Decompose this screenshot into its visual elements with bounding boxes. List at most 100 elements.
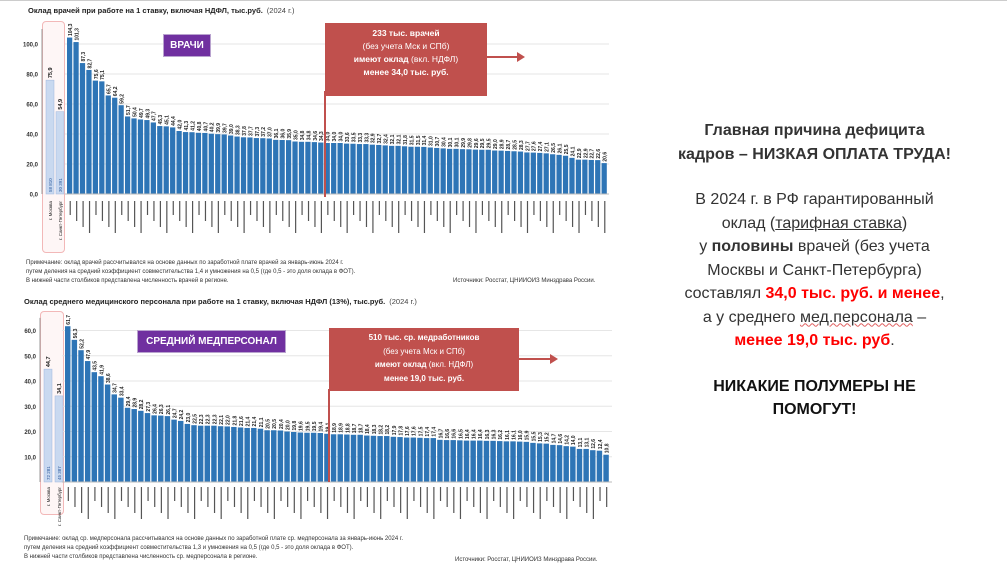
summary-conclusion: ПОМОГУТ! [772,401,857,418]
bar-value-label: 34,6 [313,131,319,141]
bar-value-label: 29,8 [467,138,473,148]
region-bar [111,394,117,482]
capital-bar [43,368,53,483]
bar-value-label: 32,9 [371,133,377,143]
region-bar [543,153,549,194]
bar-value-label: 28,7 [506,139,512,149]
region-bar [350,143,356,194]
note-line: В нижней части столбиков представлена чи… [26,278,229,284]
note-line: путем деления на средний коэффициент сов… [24,545,354,551]
region-bar [350,434,357,482]
region-bar [370,435,377,482]
bar-value-label: 28,3 [519,140,525,150]
bar-value-label: 20,0 [285,420,291,430]
bar-value-label: 42,0 [178,120,184,130]
bar-value-label: 45,3 [158,115,164,125]
region-bar [504,150,511,194]
summary-line: а у среднего мед.персонала – [632,306,997,330]
bar-value-label: 18,9 [339,423,345,433]
region-bar [264,430,270,482]
bar-value-label: 87,3 [81,52,87,62]
bar-value-label: 20,5 [266,419,272,429]
region-bar [91,372,98,482]
bar-value-label: 18,4 [365,424,371,434]
region-bar [384,436,390,482]
region-bar [583,448,589,482]
text: у [699,238,712,255]
bar-value-label: 13,1 [585,437,591,447]
region-bar [376,144,382,194]
bar-value-label: 31,0 [429,136,435,146]
bar-value-label: 22,3 [199,414,205,424]
region-bar [536,443,543,482]
y-tick-label: 60,0 [24,329,36,335]
doctors-chart-year: (2024 г.) [266,6,295,15]
bar-value-label: 28,5 [512,140,518,150]
note-line: Примечание: оклад врачей рассчитывался н… [26,260,344,266]
region-bar [563,446,569,482]
region-bar [570,446,576,482]
region-bar [290,432,297,482]
bar-value-label: 20,6 [603,152,609,162]
bar-value-label: 22,3 [206,414,212,424]
region-bar [550,154,556,194]
y-tick-label: 40,0 [24,380,36,386]
region-bar [257,428,264,482]
text: – [912,308,927,326]
region-bar [311,142,317,194]
region-bar [401,146,408,194]
region-bar [395,145,401,194]
bar-value-label: 44,7 [46,356,52,367]
region-bar [99,81,105,194]
bar-value-label: 16,5 [458,429,464,439]
bar-value-label: 28,9 [500,139,506,149]
y-tick-label: 60,0 [26,103,38,109]
bar-value-label: 26,1 [557,143,563,153]
doctors-chart-title: Оклад врачей при работе на 1 ставку, вкл… [28,6,294,15]
bar-value-label: 21,1 [259,417,265,427]
bar-value-label: 18,2 [385,425,391,435]
region-bar [403,437,410,482]
y-tick-label: 100,0 [23,43,39,49]
bar-value-label: 16,4 [478,429,484,439]
region-bar [440,148,446,194]
bar-value-label: 37,2 [261,127,267,137]
summary-line: менее 19,0 тыс. руб. [632,329,997,353]
bar-value-label: 29,4 [126,396,132,406]
bar-value-label: 26,1 [166,405,172,415]
region-bar [497,441,503,482]
bar-value-label: 65,7 [107,84,113,94]
bar-value-label: 16,4 [472,429,478,439]
y-tick-label: 50,0 [24,354,36,360]
bar-value-label: 29,9 [461,138,467,148]
region-bar [215,134,221,194]
region-bar [524,152,530,194]
region-bar [197,425,204,482]
bar-value-label: 37,8 [242,126,248,136]
bar-value-label: 26,4 [153,404,159,414]
bar-value-label: 20,5 [272,419,278,429]
bar-value-label: 41,3 [184,121,190,131]
region-bar [537,152,543,194]
region-bar [530,152,536,194]
region-bar [330,434,337,482]
region-bar [421,146,427,194]
bar-value-label: 21,4 [252,417,258,427]
bar-value-label: 32,4 [384,134,390,144]
region-bar [131,118,137,194]
bar-value-label: 75,6 [94,69,100,79]
bar-value-label: 30,1 [454,137,460,147]
bar-value-label: 34,0 [339,132,345,142]
nurses-bar-chart: 10,0 20,0 30,0 40,0 50,0 60,0 44,7 72 281 г. Мос… [24,315,612,526]
region-bar [446,148,453,194]
bar-value-label: 33,3 [364,133,370,143]
bar-value-label: 19,4 [319,422,325,432]
region-bar [516,441,523,482]
x-tick-label: г. Москва [48,201,53,220]
region-bar [408,146,414,194]
region-bar [556,445,563,482]
region-bar [470,440,476,482]
bar-value-label: 17,6 [405,426,411,436]
bar-value-label: 36,0 [281,129,287,139]
callout-line: 510 тыс. ср. медработников [368,333,480,342]
